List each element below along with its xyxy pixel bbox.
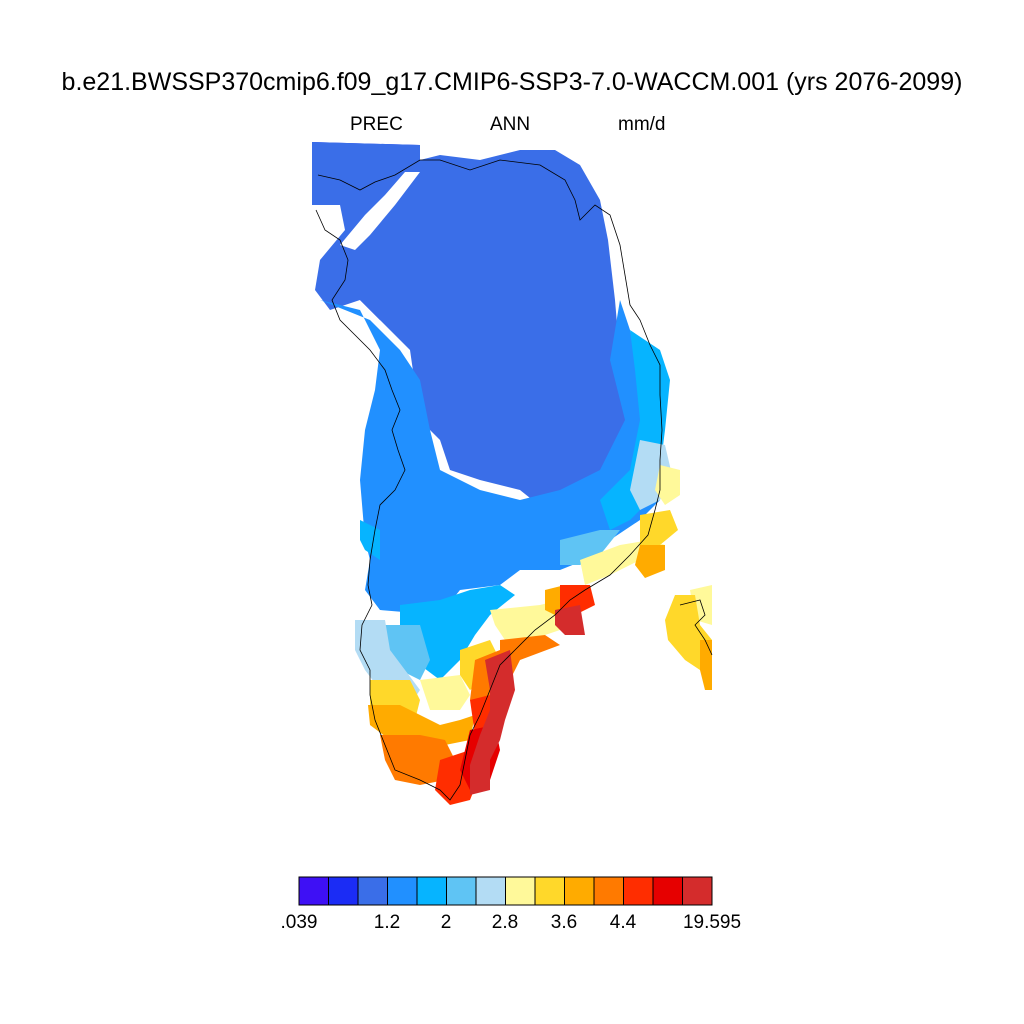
field-region-yellow-east: [640, 510, 678, 545]
colorbar-swatch: [534, 876, 565, 906]
colorbar-tick-label: 4.4: [609, 912, 637, 933]
field-region-dark-red-coast: [555, 605, 585, 635]
field-region-light-blue-east: [560, 530, 620, 565]
colorbar-swatch: [593, 876, 624, 906]
field-region-medium-blue: [312, 142, 640, 525]
colorbar-swatch: [505, 876, 536, 906]
colorbar-swatch: [328, 876, 359, 906]
colorbar-swatch: [446, 876, 477, 906]
colorbar-swatch: [564, 876, 595, 906]
colorbar-tick-label: 19.595: [682, 912, 742, 933]
field-region-pale-yellow-coast: [655, 465, 680, 505]
field-region-pale-yellow: [490, 600, 560, 640]
colorbar-swatch: [623, 876, 654, 906]
coastline-iceland: [679, 599, 713, 656]
field-region-iceland-orange: [700, 640, 712, 690]
colorbar-tick-label: .039: [280, 912, 318, 933]
colorbar-tick-label: 3.6: [550, 912, 578, 933]
units-label: mm/d: [618, 114, 666, 135]
colorbar-swatch: [475, 876, 506, 906]
colorbar-tick-label: 1.2: [373, 912, 401, 933]
field-region-light-blue: [380, 625, 430, 680]
colorbar-swatch: [652, 876, 683, 906]
coastline-greenland: [315, 159, 663, 801]
colorbar-swatch: [682, 876, 713, 906]
greenland-precip-field: [312, 142, 712, 805]
variable-label: PREC: [350, 114, 403, 135]
colorbar-swatch: [416, 876, 447, 906]
field-region-dark-orange: [380, 735, 455, 785]
colorbar-swatch: [298, 876, 329, 906]
field-region-pale-yellow-south: [420, 675, 470, 710]
colorbar-swatch: [387, 876, 418, 906]
colorbar: [298, 876, 713, 906]
colorbar-tick-label: 2.8: [491, 912, 519, 933]
field-region-dark-red: [470, 650, 515, 795]
field-region-orange-east: [635, 545, 665, 578]
colorbar-tick-label: 2: [440, 912, 452, 933]
colorbar-swatch: [357, 876, 388, 906]
season-label: ANN: [490, 114, 531, 135]
field-gap-white: [340, 172, 420, 250]
field-region-dark-orange-ridge: [500, 635, 560, 660]
plot-title: b.e21.BWSSP370cmip6.f09_g17.CMIP6-SSP3-7…: [61, 68, 963, 96]
coastline: [315, 159, 713, 801]
